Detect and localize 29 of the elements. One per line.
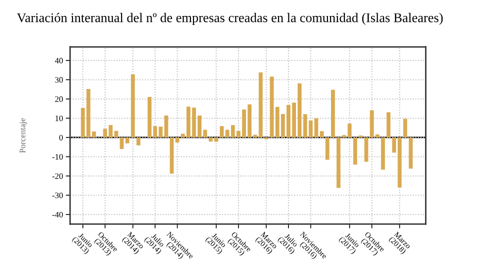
y-tick-label: 40 xyxy=(54,58,63,64)
bar xyxy=(320,131,324,138)
bar xyxy=(175,137,180,142)
bar xyxy=(208,137,213,142)
y-axis-title: Porcentaje xyxy=(20,118,28,153)
bar xyxy=(325,137,330,160)
y-tick-label: 10 xyxy=(56,116,63,122)
bar xyxy=(130,74,135,138)
y-tick-label: -20 xyxy=(52,173,63,179)
bar xyxy=(381,137,385,170)
bar xyxy=(220,126,224,138)
y-tick-label: -40 xyxy=(52,212,63,218)
y-tick-label: -10 xyxy=(52,154,63,160)
bar xyxy=(125,137,130,144)
bar xyxy=(258,72,263,138)
bar xyxy=(136,137,140,146)
y-tick-label: 30 xyxy=(55,77,63,83)
chart-title: Variación interanual del nº de empresas creadas en la comunidad (Islas Baleares) xyxy=(16,12,443,25)
bar xyxy=(331,90,335,138)
y-tick-label: 20 xyxy=(55,96,63,102)
y-tick-label: -30 xyxy=(52,192,63,198)
bar xyxy=(386,112,390,138)
bar xyxy=(164,116,168,138)
bar xyxy=(336,137,340,188)
bar xyxy=(314,118,318,138)
bar xyxy=(308,120,313,138)
bar xyxy=(353,137,358,165)
y-tick-label: 0 xyxy=(59,134,63,140)
bar xyxy=(170,137,174,174)
